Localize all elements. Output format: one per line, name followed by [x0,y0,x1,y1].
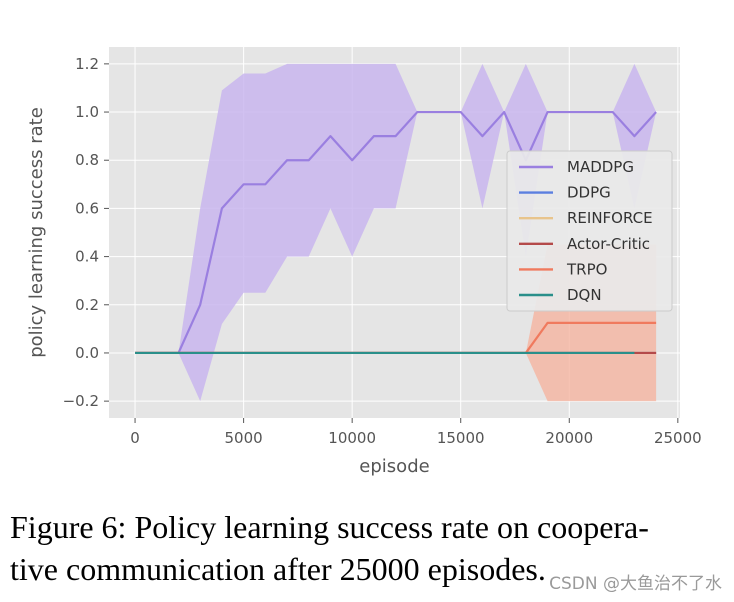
legend-label-maddpg: MADDPG [567,158,634,176]
x-tick-label: 5000 [225,429,263,447]
legend-label-trpo: TRPO [566,260,607,278]
y-tick-label: 0.4 [75,248,99,266]
x-tick-label: 10000 [328,429,376,447]
caption-line-2: tive communication after 25000 episodes. [10,551,546,587]
chart: 0 5000 10000 15000 20000 25000 −0.2 0.0 0.2 0.4 0.… [26,47,702,477]
y-tick-label: 0.6 [75,199,99,217]
band-maddpg [135,63,657,402]
series-line-maddpg [135,110,657,355]
caption-line-1: Figure 6: Policy learning success rate o… [10,509,649,545]
legend: MADDPG DDPG REINFORCE Actor-Critic TRPO DQN [506,150,673,312]
x-tick-label: 0 [130,429,140,447]
y-tick-label: 0.8 [75,151,99,169]
y-tick-label: 0.2 [75,296,99,314]
chart-svg: 0 5000 10000 15000 20000 25000 −0.2 0.0 0.2 0.4 0.… [26,47,702,477]
y-tick-label: 1.0 [75,103,99,121]
y-tick-label: 0.0 [75,344,99,362]
watermark: CSDN @大鱼治不了水 [549,574,722,594]
legend-label-actor-critic: Actor-Critic [567,235,650,253]
y-tick-label: 1.2 [75,55,99,73]
x-tick-label: 20000 [545,429,593,447]
figure-caption: Figure 6: Policy learning success rate o… [10,506,726,590]
legend-label-dqn: DQN [567,286,602,304]
legend-label-ddpg: DDPG [567,184,611,202]
x-axis-label: episode [359,456,429,477]
y-tick-label: −0.2 [63,392,99,410]
legend-label-reinforce: REINFORCE [567,209,653,227]
y-axis-label: policy learning success rate [26,107,47,358]
x-tick-label: 15000 [437,429,485,447]
legend-box [506,150,673,312]
x-tick-label: 25000 [654,429,702,447]
